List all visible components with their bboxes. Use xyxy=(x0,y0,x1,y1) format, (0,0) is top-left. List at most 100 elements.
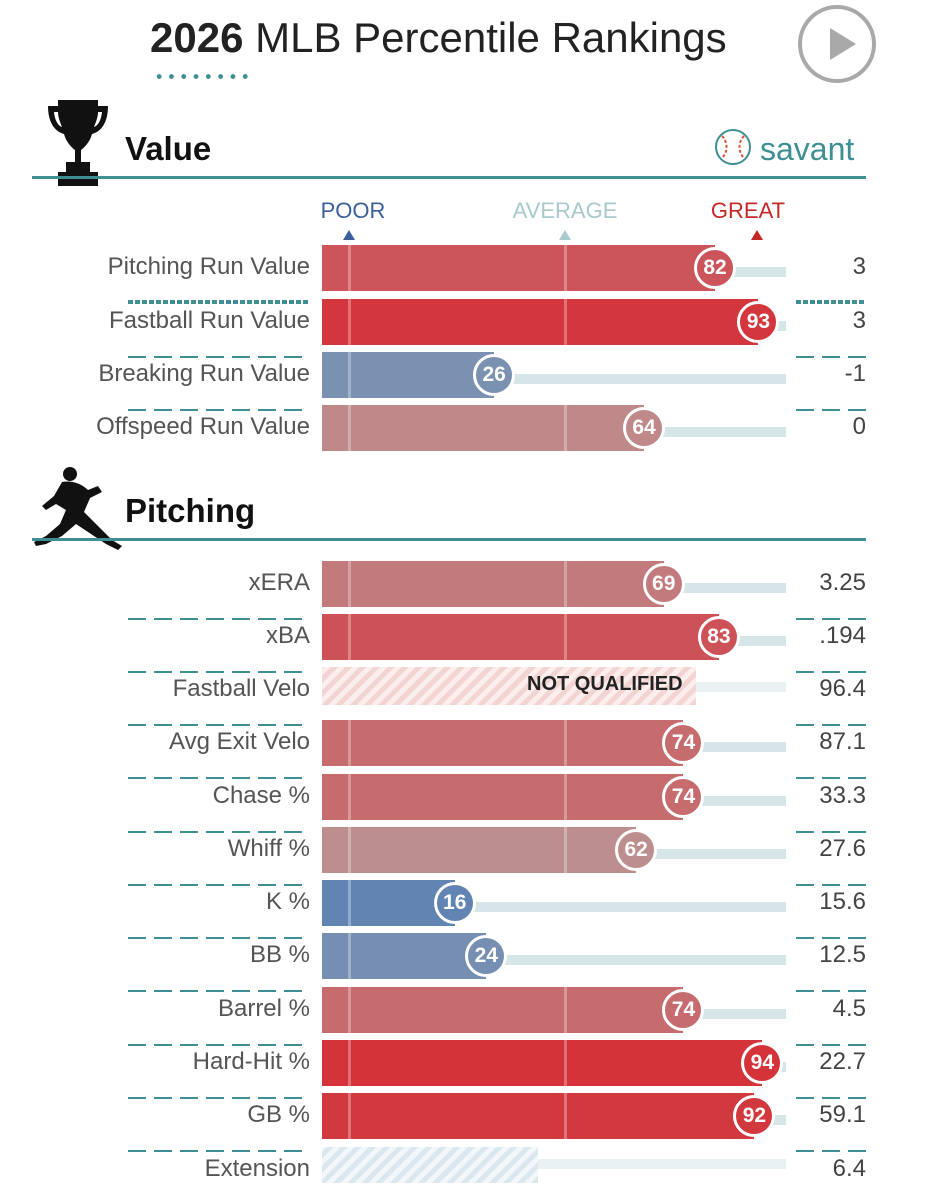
row-separator xyxy=(796,724,866,726)
gridline xyxy=(348,987,351,1033)
metric-value: 27.6 xyxy=(819,835,866,862)
metric-label: Extension xyxy=(204,1155,310,1182)
metric-value: 22.7 xyxy=(819,1048,866,1075)
metric-value: -1 xyxy=(844,360,866,387)
gridline xyxy=(348,933,351,979)
play-icon[interactable] xyxy=(798,5,876,83)
percentile-circle: 24 xyxy=(465,935,508,977)
percentile-bar[interactable] xyxy=(322,352,495,398)
row-separator xyxy=(796,618,866,620)
gridline xyxy=(564,827,567,873)
metric-label: K % xyxy=(265,888,310,915)
row-separator xyxy=(796,1150,866,1152)
metric-value: 4.5 xyxy=(832,995,866,1022)
metric-row: Pitching Run Value 82 3 xyxy=(0,245,929,304)
percentile-bar[interactable] xyxy=(322,827,637,873)
row-separator xyxy=(128,409,310,411)
metric-value: 15.6 xyxy=(819,888,866,915)
percentile-bar[interactable] xyxy=(322,1040,763,1086)
metric-row: Breaking Run Value 26 -1 xyxy=(0,352,929,411)
gridline xyxy=(348,561,351,607)
page-title: 2026 MLB Percentile Rankings xyxy=(150,14,727,62)
gridline xyxy=(348,352,351,398)
row-separator xyxy=(796,1044,866,1046)
percentile-bar[interactable] xyxy=(322,561,664,607)
gridline xyxy=(564,245,567,291)
percentile-bar[interactable] xyxy=(322,614,719,660)
baseball-icon xyxy=(715,129,751,165)
metric-value: 6.4 xyxy=(832,1155,866,1182)
title-underline-dots xyxy=(153,74,249,79)
gridline xyxy=(348,720,351,766)
percentile-bar[interactable] xyxy=(322,933,487,979)
metric-row: Avg Exit Velo 74 87.1 xyxy=(0,720,929,779)
average-marker-icon xyxy=(559,230,571,240)
metric-label: Fastball Run Value xyxy=(109,307,310,334)
percentile-circle: 74 xyxy=(662,776,705,818)
metric-label: Pitching Run Value xyxy=(107,253,310,280)
gridline xyxy=(348,614,351,660)
savant-logo[interactable]: savant xyxy=(714,128,854,168)
percentile-bar[interactable] xyxy=(322,720,684,766)
title-year: 2026 xyxy=(150,14,244,61)
metric-value: 12.5 xyxy=(819,941,866,968)
metric-label: Hard-Hit % xyxy=(192,1048,310,1075)
percentile-circle: 64 xyxy=(623,407,666,449)
value-section-title: Value xyxy=(125,130,212,167)
percentile-track xyxy=(322,955,786,965)
metric-row: Hard-Hit % 94 22.7 xyxy=(0,1040,929,1099)
row-separator xyxy=(128,356,310,358)
row-separator xyxy=(796,671,866,673)
percentile-bar[interactable] xyxy=(322,774,684,820)
metric-row: GB % 92 59.1 xyxy=(0,1093,929,1152)
percentile-bar[interactable] xyxy=(322,1093,755,1139)
percentile-circle: 62 xyxy=(615,829,658,871)
percentile-circle: 83 xyxy=(697,616,740,658)
metric-label: Fastball Velo xyxy=(172,675,310,702)
pitching-section-divider xyxy=(32,538,866,541)
gridline xyxy=(564,774,567,820)
metric-label: Barrel % xyxy=(217,995,310,1022)
row-separator xyxy=(796,990,866,992)
percentile-bar[interactable] xyxy=(322,880,455,926)
percentile-bar[interactable] xyxy=(322,299,759,345)
metric-row: Whiff % 62 27.6 xyxy=(0,827,929,886)
percentile-circle: 94 xyxy=(741,1042,784,1084)
row-separator xyxy=(128,1097,310,1099)
percentile-bar[interactable] xyxy=(322,405,645,451)
metric-value: 96.4 xyxy=(819,675,866,702)
metric-label: Breaking Run Value xyxy=(98,360,310,387)
percentile-circle: 93 xyxy=(737,301,780,343)
metric-row: Fastball Velo NOT QUALIFIED 96.4 xyxy=(0,667,929,726)
metric-row: Fastball Run Value 93 3 xyxy=(0,299,929,358)
great-marker-icon xyxy=(751,230,763,240)
row-separator xyxy=(128,884,310,886)
row-separator xyxy=(128,300,310,304)
metric-row: xERA 69 3.25 xyxy=(0,561,929,620)
metric-value: 59.1 xyxy=(819,1101,866,1128)
metric-value: 3.25 xyxy=(819,569,866,596)
scale-label-poor: POOR xyxy=(320,198,386,223)
percentile-circle: 26 xyxy=(473,354,516,396)
percentile-bar[interactable] xyxy=(322,987,684,1033)
metric-row: Offspeed Run Value 64 0 xyxy=(0,405,929,459)
gridline xyxy=(564,561,567,607)
gridline xyxy=(348,880,351,926)
gridline xyxy=(564,1093,567,1139)
not-qualified-label: NOT QUALIFIED xyxy=(527,673,683,695)
metric-label: xBA xyxy=(265,622,310,649)
percentile-track xyxy=(322,902,786,912)
gridline xyxy=(348,245,351,291)
row-separator xyxy=(128,618,310,620)
pitcher-icon xyxy=(34,467,122,550)
row-separator xyxy=(128,777,310,779)
gridline xyxy=(564,1040,567,1086)
percentile-bar[interactable] xyxy=(322,245,715,291)
gridline xyxy=(348,1040,351,1086)
title-text: MLB Percentile Rankings xyxy=(255,14,727,61)
gridline xyxy=(348,299,351,345)
row-separator xyxy=(128,937,310,939)
percentile-circle: 69 xyxy=(642,563,685,605)
metric-label: GB % xyxy=(247,1101,310,1128)
metric-value: 33.3 xyxy=(819,782,866,809)
